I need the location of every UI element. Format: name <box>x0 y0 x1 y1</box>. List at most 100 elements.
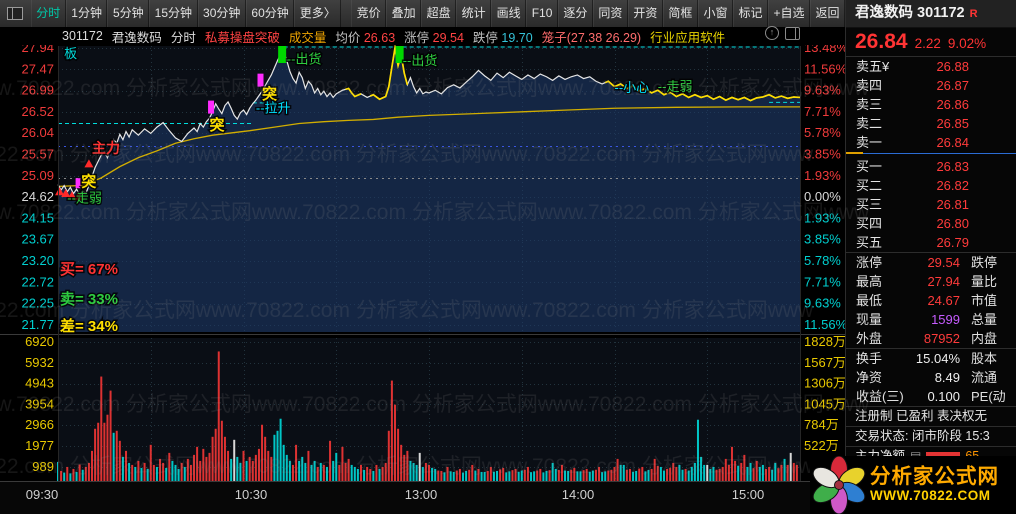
tab-15min[interactable]: 15分钟 <box>149 0 198 27</box>
expand-up-icon[interactable]: ↑ <box>765 26 779 40</box>
stat-label-2: 市值 <box>971 293 998 308</box>
stat-label-2: PE(动 <box>971 389 1006 404</box>
bid3-label: 买三 <box>856 197 883 212</box>
stat-value: 27.94 <box>927 274 960 289</box>
f10-button[interactable]: F10 <box>526 0 558 27</box>
ask5-price: 26.88 <box>936 59 969 74</box>
limit-down-value: 19.70 <box>501 30 533 45</box>
stat-label: 净资 <box>856 370 883 385</box>
tab-30min[interactable]: 30分钟 <box>197 0 246 27</box>
overlay-button[interactable]: 叠加 <box>386 0 422 27</box>
limit-up: 涨停 29.54 <box>404 27 464 45</box>
stat-value: 0.100 <box>927 389 960 404</box>
ask-row-5[interactable]: 卖五¥ 26.88 <box>846 57 1016 76</box>
ask3-price: 26.86 <box>936 97 969 112</box>
period-label: 分时 <box>170 30 196 45</box>
ask2-label: 卖二 <box>856 116 883 131</box>
bid-row-1[interactable]: 买一 26.83 <box>846 157 1016 176</box>
ask-row-3[interactable]: 卖三 26.86 <box>846 95 1016 114</box>
intraday-chart[interactable] <box>0 45 845 514</box>
price-change-pct: 9.02% <box>947 36 987 51</box>
avg-price-label: 均价 <box>335 30 361 45</box>
mark-button[interactable]: 标记 <box>732 0 768 27</box>
bid5-label: 买五 <box>856 235 883 250</box>
stat-label: 外盘 <box>856 331 883 346</box>
trade-status: 交易状态: 闭市阶段 15:3 <box>846 426 1016 446</box>
price-change: 2.22 <box>914 36 941 51</box>
industry-label[interactable]: 行业应用软件 <box>650 30 726 45</box>
tab-1min[interactable]: 1分钟 <box>65 0 108 27</box>
stat-label: 涨停 <box>856 255 883 270</box>
same-capital-button[interactable]: 同资 <box>592 0 628 27</box>
ask-row-2[interactable]: 卖二 26.85 <box>846 114 1016 133</box>
more-button[interactable]: 更多〉 <box>294 0 342 27</box>
ask-row-4[interactable]: 卖四 26.87 <box>846 76 1016 95</box>
ask2-price: 26.85 <box>936 116 969 131</box>
stat-value: 8.49 <box>934 370 960 385</box>
stat-label-2: 总量 <box>971 312 998 327</box>
stat-list: 涨停 29.54 跌停 最高 27.94 量比 最低 24.67 市值 现量 1599 总量 外… <box>846 252 1016 406</box>
panel-toggle-icon[interactable] <box>785 27 800 40</box>
stock-name: 君逸数码 <box>111 30 162 45</box>
limit-down-label: 跌停 <box>472 30 498 45</box>
open-capital-button[interactable]: 开资 <box>627 0 663 27</box>
stat-value: 29.54 <box>927 255 960 270</box>
limit-down: 跌停 19.70 <box>473 27 533 45</box>
ask3-label: 卖三 <box>856 97 883 112</box>
tick-button[interactable]: 逐分 <box>557 0 593 27</box>
tab-5min[interactable]: 5分钟 <box>107 0 150 27</box>
avg-price-value: 26.63 <box>363 30 396 45</box>
last-price: 26.84 <box>855 30 908 53</box>
info-bar-icons: ↑ <box>765 26 800 40</box>
statistics-button[interactable]: 统计 <box>456 0 492 27</box>
tab-timeshare[interactable]: 分时 <box>30 0 66 27</box>
add-favorite-button[interactable]: +自选 <box>767 0 810 27</box>
simple-frame-button[interactable]: 简框 <box>662 0 698 27</box>
back-button[interactable]: 返回 <box>809 0 845 27</box>
stat-label: 换手 <box>856 351 883 366</box>
limit-up-value: 29.54 <box>432 30 464 45</box>
last-price-row: 26.84 2.22 9.02% <box>846 28 1016 57</box>
brand-box: 分析家公式网 WWW.70822.COM <box>810 456 1016 514</box>
indicator-name[interactable]: 私募操盘突破 <box>204 30 280 45</box>
brand-name[interactable]: 分析家公式网 <box>870 465 999 489</box>
listing-tags: 注册制 已盈利 表决权无 <box>846 406 1016 426</box>
bid2-label: 买二 <box>856 178 883 193</box>
layout-split-icon[interactable] <box>7 7 23 20</box>
ask-row-1[interactable]: 卖一 26.84 <box>846 133 1016 152</box>
ask4-price: 26.87 <box>936 78 969 93</box>
stat-label: 收益(三) <box>856 389 904 404</box>
brand-url[interactable]: WWW.70822.COM <box>870 487 991 503</box>
superboard-button[interactable]: 超盘 <box>421 0 457 27</box>
stat-label-2: 内盘 <box>971 331 998 346</box>
stat-eps: 收益(三) 0.100 PE(动 <box>846 387 1016 406</box>
bid-row-5[interactable]: 买五 26.79 <box>846 233 1016 252</box>
sub-indicator-name[interactable]: 成交量 <box>288 30 327 45</box>
quote-title-text: 君逸数码 301172 <box>855 5 965 21</box>
bid4-price: 26.80 <box>936 216 969 231</box>
bid4-label: 买四 <box>856 216 883 231</box>
flower-logo-icon <box>812 456 866 514</box>
stat-label-2: 跌停 <box>971 255 998 270</box>
auction-button[interactable]: 竞价 <box>351 0 387 27</box>
stat-value: 15.04% <box>915 351 960 366</box>
avg-price: 均价 26.63 <box>335 27 395 45</box>
stat-label-2: 量比 <box>971 274 998 289</box>
ask4-label: 卖四 <box>856 78 883 93</box>
bid5-price: 26.79 <box>936 235 969 250</box>
quote-panel-title: 君逸数码 301172 R <box>846 0 1016 28</box>
bid-row-3[interactable]: 买三 26.81 <box>846 195 1016 214</box>
stat-value: 87952 <box>923 331 960 346</box>
ask1-price: 26.84 <box>936 135 969 150</box>
registered-flag: R <box>969 8 978 20</box>
drawline-button[interactable]: 画线 <box>491 0 527 27</box>
stat-outer-vol: 外盘 87952 内盘 <box>846 329 1016 348</box>
bid-row-4[interactable]: 买四 26.80 <box>846 214 1016 233</box>
stat-label-2: 股本 <box>971 351 998 366</box>
small-window-button[interactable]: 小窗 <box>697 0 733 27</box>
tab-60min[interactable]: 60分钟 <box>245 0 295 27</box>
stat-net-assets: 净资 8.49 流通 <box>846 368 1016 387</box>
stat-turnover: 换手 15.04% 股本 <box>846 348 1016 368</box>
bid-row-2[interactable]: 买二 26.82 <box>846 176 1016 195</box>
